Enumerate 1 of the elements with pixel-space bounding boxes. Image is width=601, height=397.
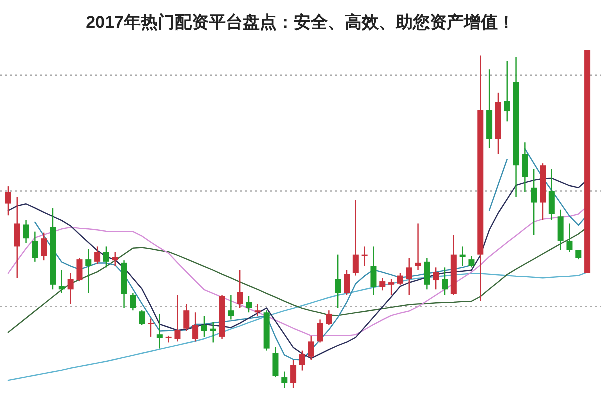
title: 2017年热门配资平台盘点：安全、高效、助您资产增值！ [86, 13, 515, 32]
